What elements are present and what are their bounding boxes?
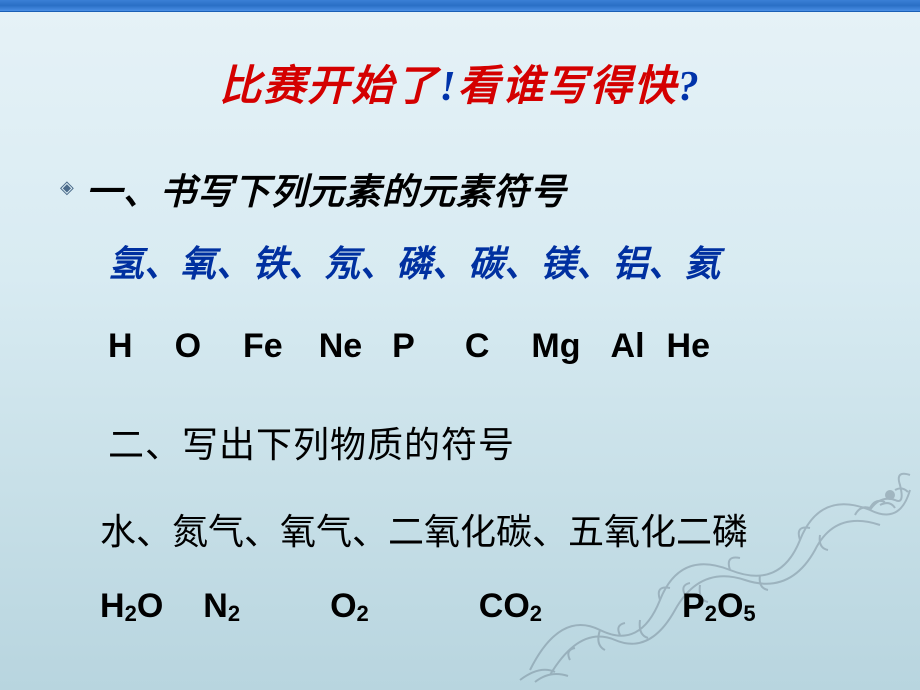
element-symbol: C: [465, 327, 490, 366]
element-symbol: Mg: [531, 327, 580, 366]
elements-chinese-list: 氢、氧、铁、氖、磷、碳、镁、铝、氦: [108, 235, 860, 287]
title-part-2: 看谁写得快: [458, 64, 678, 110]
chemical-formula: N2: [203, 587, 240, 626]
section-2-heading: 二、写出下列物质的符号: [108, 425, 515, 465]
element-symbol: P: [392, 327, 415, 366]
compounds-chinese-list: 水、氮气、氧气、二氧化碳、五氧化二磷: [100, 503, 860, 555]
window-titlebar: [0, 0, 920, 12]
formulas-row: H2O N2 O2 CO2 P2O5: [100, 587, 860, 626]
section-2-heading-row: 二、写出下列物质的符号: [108, 416, 860, 468]
element-symbol: O: [175, 327, 201, 366]
chemical-formula: H2O: [100, 587, 163, 626]
diamond-bullet-icon: ◈: [60, 177, 74, 198]
section-1-heading: 一、书写下列元素的元素符号: [86, 163, 567, 215]
element-symbol: H: [108, 327, 133, 366]
chemical-formula: O2: [330, 587, 369, 626]
slide-title: 比赛开始了!看谁写得快?: [60, 52, 860, 113]
chemical-formula: P2O5: [682, 587, 756, 626]
title-part-1: 比赛开始了: [219, 64, 439, 110]
section-1-heading-row: ◈ 一、书写下列元素的元素符号: [60, 163, 860, 215]
slide-content: 比赛开始了!看谁写得快? ◈ 一、书写下列元素的元素符号 氢、氧、铁、氖、磷、碳…: [0, 12, 920, 656]
element-symbol: Al: [611, 327, 645, 366]
chemical-formula: CO2: [479, 587, 542, 626]
element-symbols-row: H O Fe Ne P C Mg Al He: [108, 327, 860, 366]
element-symbol: He: [667, 327, 710, 366]
title-excl: !: [439, 64, 457, 110]
element-symbol: Ne: [319, 327, 362, 366]
element-symbol: Fe: [243, 327, 283, 366]
title-qmark: ?: [678, 64, 701, 110]
